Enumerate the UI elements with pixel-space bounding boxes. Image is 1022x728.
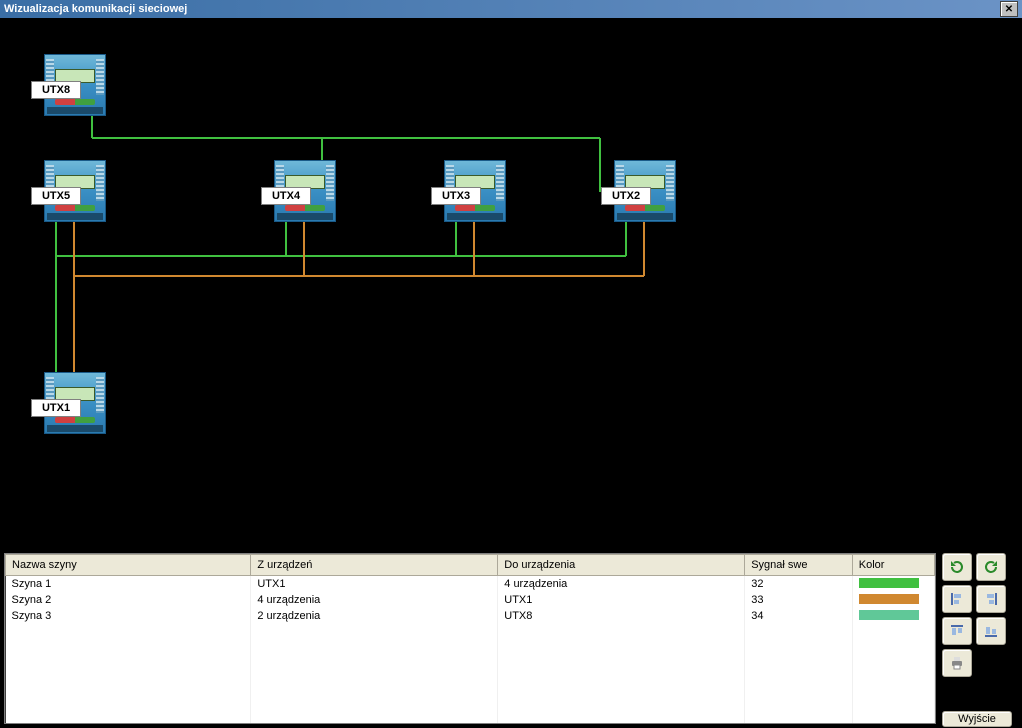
table-row	[6, 672, 935, 688]
node-brand	[47, 213, 103, 220]
node-leds	[455, 205, 495, 211]
titlebar: Wizualizacja komunikacji sieciowej ✕	[0, 0, 1022, 18]
content-area: UTX8 UTX5 UTX4 UTX3 UTX2 UTX1 Nazwa szynyZ ur…	[0, 18, 1022, 728]
table-row[interactable]: Szyna 24 urządzeniaUTX133	[6, 592, 935, 608]
table-cell: UTX1	[498, 592, 745, 608]
table-cell: 34	[745, 608, 853, 624]
window-title: Wizualizacja komunikacji sieciowej	[4, 3, 187, 15]
exit-button[interactable]: Wyjście	[942, 711, 1012, 727]
table-row[interactable]: Szyna 32 urządzeniaUTX834	[6, 608, 935, 624]
color-swatch	[859, 610, 919, 620]
table-cell: UTX1	[251, 576, 498, 593]
align-right-button[interactable]	[976, 585, 1006, 613]
node-pins	[496, 165, 504, 201]
table-cell: 2 urządzenia	[251, 608, 498, 624]
node-pins	[96, 377, 104, 413]
table-cell	[852, 576, 934, 593]
node-label: UTX8	[31, 81, 81, 99]
network-node[interactable]: UTX1	[44, 372, 106, 434]
bus-table-body: Szyna 1UTX14 urządzenia32Szyna 24 urządz…	[6, 576, 935, 725]
node-leds	[55, 99, 95, 105]
table-cell: 33	[745, 592, 853, 608]
network-canvas: UTX8 UTX5 UTX4 UTX3 UTX2 UTX1	[4, 22, 1018, 547]
color-swatch	[859, 578, 919, 588]
table-cell: Szyna 3	[6, 608, 251, 624]
table-cell: 32	[745, 576, 853, 593]
side-toolbar: Wyjście	[942, 553, 1018, 724]
align-top-button[interactable]	[942, 617, 972, 645]
align-bottom-button[interactable]	[976, 617, 1006, 645]
node-leds	[55, 417, 95, 423]
align-right-icon	[983, 591, 999, 607]
table-header[interactable]: Sygnał swe	[745, 555, 853, 576]
network-node[interactable]: UTX5	[44, 160, 106, 222]
bottom-panel: Nazwa szynyZ urządzeńDo urządzeniaSygnał…	[4, 553, 1018, 724]
node-label: UTX3	[431, 187, 481, 205]
network-node[interactable]: UTX2	[614, 160, 676, 222]
node-brand	[47, 107, 103, 114]
node-pins	[96, 59, 104, 95]
node-label: UTX1	[31, 399, 81, 417]
table-header[interactable]: Kolor	[852, 555, 934, 576]
network-node[interactable]: UTX8	[44, 54, 106, 116]
table-header[interactable]: Z urządzeń	[251, 555, 498, 576]
node-brand	[617, 213, 673, 220]
table-cell: Szyna 1	[6, 576, 251, 593]
node-brand	[277, 213, 333, 220]
node-label: UTX5	[31, 187, 81, 205]
table-cell: 4 urządzenia	[251, 592, 498, 608]
table-row	[6, 688, 935, 704]
print-button[interactable]	[942, 649, 972, 677]
table-row	[6, 656, 935, 672]
table-cell: 4 urządzenia	[498, 576, 745, 593]
node-brand	[47, 425, 103, 432]
app-window: Wizualizacja komunikacji sieciowej ✕ UTX…	[0, 0, 1022, 728]
node-pins	[96, 165, 104, 201]
align-left-icon	[949, 591, 965, 607]
color-swatch	[859, 594, 919, 604]
node-label: UTX2	[601, 187, 651, 205]
align-bottom-icon	[983, 623, 999, 639]
node-leds	[55, 205, 95, 211]
table-row	[6, 704, 935, 720]
network-edges	[4, 22, 1018, 547]
redo-button[interactable]	[976, 553, 1006, 581]
print-icon	[949, 655, 965, 671]
table-header[interactable]: Nazwa szyny	[6, 555, 251, 576]
table-cell: Szyna 2	[6, 592, 251, 608]
table-row	[6, 720, 935, 724]
table-cell	[852, 592, 934, 608]
network-node[interactable]: UTX4	[274, 160, 336, 222]
table-row	[6, 624, 935, 640]
align-left-button[interactable]	[942, 585, 972, 613]
node-brand	[447, 213, 503, 220]
table-header[interactable]: Do urządzenia	[498, 555, 745, 576]
node-pins	[666, 165, 674, 201]
network-node[interactable]: UTX3	[444, 160, 506, 222]
align-top-icon	[949, 623, 965, 639]
table-cell: UTX8	[498, 608, 745, 624]
table-cell	[852, 608, 934, 624]
redo-icon	[983, 559, 999, 575]
table-row	[6, 640, 935, 656]
close-button[interactable]: ✕	[1000, 1, 1018, 17]
node-leds	[285, 205, 325, 211]
node-pins	[326, 165, 334, 201]
node-label: UTX4	[261, 187, 311, 205]
table-row[interactable]: Szyna 1UTX14 urządzenia32	[6, 576, 935, 593]
refresh-icon	[949, 559, 965, 575]
bus-table: Nazwa szynyZ urządzeńDo urządzeniaSygnał…	[5, 554, 935, 724]
node-leds	[625, 205, 665, 211]
bus-table-wrap: Nazwa szynyZ urządzeńDo urządzeniaSygnał…	[4, 553, 936, 724]
bus-table-header-row: Nazwa szynyZ urządzeńDo urządzeniaSygnał…	[6, 555, 935, 576]
refresh-button[interactable]	[942, 553, 972, 581]
